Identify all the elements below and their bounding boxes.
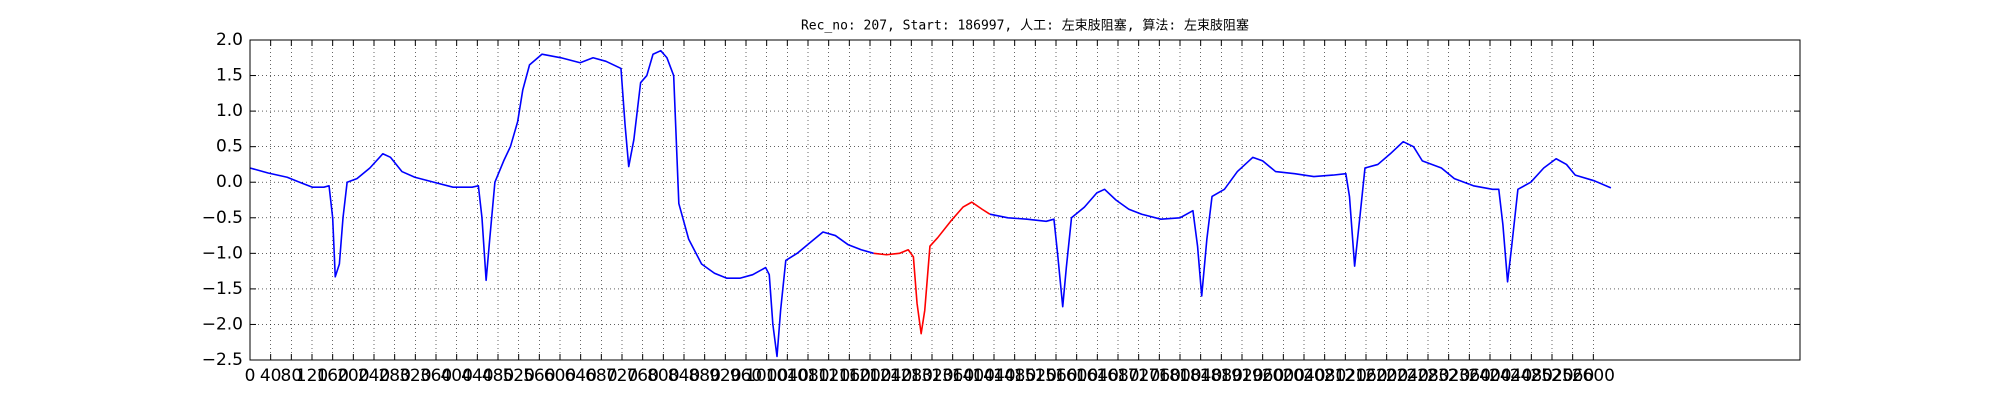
x-tick-label: 2000 (1262, 366, 1305, 386)
x-tick-label: 1840 (1179, 366, 1222, 386)
x-tick-label: 1760 (1138, 366, 1181, 386)
x-tick-label: 2560 (1551, 366, 1594, 386)
x-tick-label: 480 (482, 366, 514, 386)
x-tick-label: 800 (647, 366, 679, 386)
x-tick-label: 1120 (807, 366, 850, 386)
x-tick-label: 400 (440, 366, 472, 386)
x-tick-label: 960 (730, 366, 762, 386)
x-tick-label: 1720 (1117, 366, 1160, 386)
x-tick-label: 320 (399, 366, 431, 386)
x-tick-label: 1000 (745, 366, 788, 386)
x-tick-label: 1400 (952, 366, 995, 386)
ecg-line (873, 201, 991, 335)
ecg-line (249, 49, 1612, 358)
x-tick-label: 560 (523, 366, 555, 386)
x-tick-label: 2520 (1530, 366, 1573, 386)
x-tick-label: 1360 (931, 366, 974, 386)
x-tick-label: 520 (502, 366, 534, 386)
x-tick-label: 80 (281, 366, 303, 386)
x-tick-label: 2040 (1282, 366, 1325, 386)
x-tick-label: 600 (544, 366, 576, 386)
x-tick-label: 1800 (1158, 366, 1201, 386)
x-tick-label: 240 (358, 366, 390, 386)
y-tick-label: 1.0 (216, 101, 243, 121)
x-tick-label: 440 (461, 366, 493, 386)
y-tick-label: −1.0 (202, 243, 243, 263)
y-tick-label: −2.0 (202, 314, 243, 334)
x-tick-label: 2200 (1365, 366, 1408, 386)
x-tick-label: 2440 (1489, 366, 1532, 386)
x-tick-label: 1520 (1014, 366, 1057, 386)
x-tick-label: 0 (245, 366, 256, 386)
y-tick-label: 0.0 (216, 172, 243, 192)
x-tick-label: 160 (316, 366, 348, 386)
y-tick-label: −2.5 (202, 350, 243, 370)
y-tick-label: −0.5 (202, 208, 243, 228)
x-tick-label: 1240 (869, 366, 912, 386)
x-tick-label: 1080 (786, 366, 829, 386)
x-tick-label: 40 (260, 366, 282, 386)
x-tick-label: 2120 (1324, 366, 1367, 386)
x-tick-label: 1200 (848, 366, 891, 386)
x-tick-label: 1920 (1220, 366, 1263, 386)
x-tick-label: 1960 (1241, 366, 1284, 386)
x-tick-label: 2480 (1510, 366, 1553, 386)
x-tick-label: 640 (564, 366, 596, 386)
plot-frame (249, 39, 1801, 361)
x-tick-label: 1680 (1096, 366, 1139, 386)
x-tick-label: 760 (626, 366, 658, 386)
x-tick-label: 720 (606, 366, 638, 386)
x-tick-label: 360 (420, 366, 452, 386)
x-tick-label: 2320 (1427, 366, 1470, 386)
x-tick-label: 1320 (910, 366, 953, 386)
x-tick-label: 2400 (1468, 366, 1511, 386)
x-tick-label: 1280 (890, 366, 933, 386)
chart-title: Rec_no: 207, Start: 186997, 人工: 左束肢阻塞, 算… (801, 18, 1249, 34)
x-tick-label: 1880 (1200, 366, 1243, 386)
x-tick-label: 2240 (1386, 366, 1429, 386)
x-tick-label: 1160 (828, 366, 871, 386)
x-tick-label: 200 (337, 366, 369, 386)
x-tick-label: 2280 (1406, 366, 1449, 386)
x-tick-label: 2080 (1303, 366, 1346, 386)
x-tick-label: 1040 (766, 366, 809, 386)
x-tick-label: 680 (585, 366, 617, 386)
x-tick-label: 2360 (1448, 366, 1491, 386)
y-tick-label: 1.5 (216, 66, 243, 86)
x-tick-label: 1600 (1055, 366, 1098, 386)
x-tick-label: 1560 (1034, 366, 1077, 386)
x-tick-label: 280 (378, 366, 410, 386)
y-tick-label: 0.5 (216, 137, 243, 157)
x-tick-label: 1480 (993, 366, 1036, 386)
x-tick-label: 920 (709, 366, 741, 386)
y-tick-label: 2.0 (216, 30, 243, 50)
x-tick-label: 120 (296, 366, 328, 386)
x-tick-label: 880 (688, 366, 720, 386)
x-tick-label: 2600 (1572, 366, 1615, 386)
y-tick-label: −1.5 (202, 279, 243, 299)
x-tick-label: 2160 (1344, 366, 1387, 386)
x-tick-label: 1440 (972, 366, 1015, 386)
x-tick-label: 840 (668, 366, 700, 386)
x-tick-label: 1640 (1076, 366, 1119, 386)
